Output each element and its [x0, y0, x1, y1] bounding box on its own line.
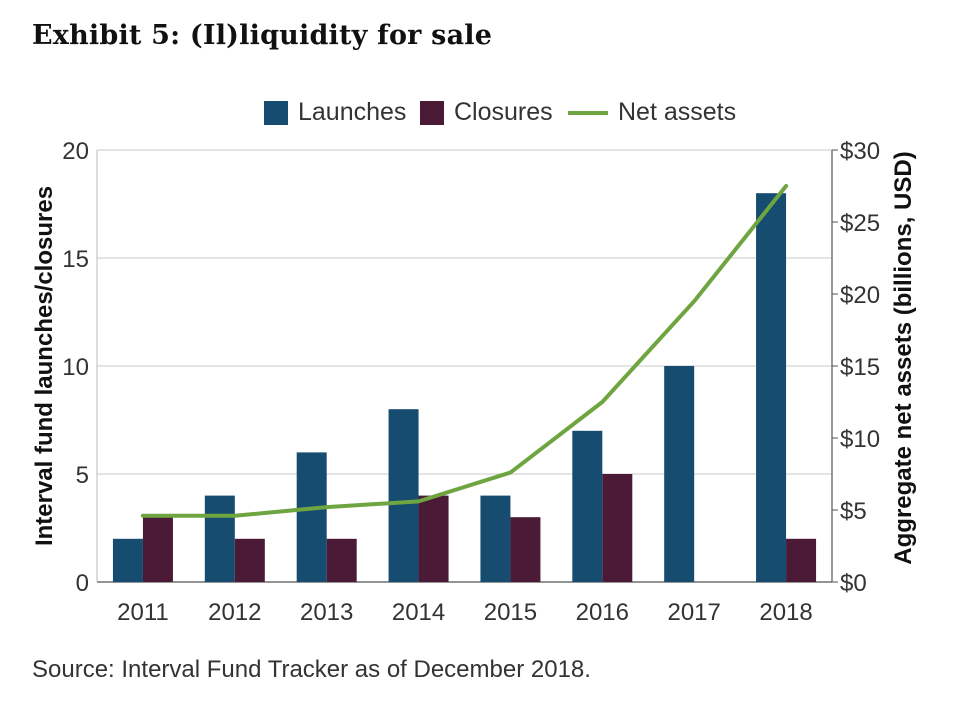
- bar-closures: [326, 538, 357, 582]
- x-tick-label: 2018: [759, 599, 812, 626]
- bar-launches: [204, 495, 235, 582]
- bar-launches: [112, 538, 143, 582]
- y-axis-label: Interval fund launches/closures: [31, 186, 58, 546]
- x-tick-label: 2015: [484, 599, 537, 626]
- y2-tick-label: $30: [840, 138, 880, 165]
- legend-label-launches: Launches: [298, 98, 407, 126]
- legend-item-closures: Closures: [420, 98, 553, 127]
- bar-launches: [388, 409, 419, 582]
- chart-title: Exhibit 5: (Il)liquidity for sale: [32, 20, 493, 51]
- legend-label-net-assets: Net assets: [618, 98, 737, 126]
- bar-launches: [756, 193, 787, 582]
- source-note: Source: Interval Fund Tracker as of Dece…: [32, 656, 591, 683]
- y2-tick-label: $25: [840, 210, 880, 237]
- y2-tick-label: $15: [840, 354, 880, 381]
- bar-launches: [664, 366, 695, 582]
- y-tick-label: 0: [76, 570, 89, 597]
- bar-closures: [786, 538, 817, 582]
- x-tick-label: 2014: [392, 599, 445, 626]
- y2-tick-label: $10: [840, 426, 880, 453]
- x-tick-label: 2012: [208, 599, 261, 626]
- legend-item-launches: Launches: [264, 98, 406, 127]
- y2-axis-label: Aggregate net assets (billions, USD): [890, 151, 917, 564]
- y-tick-label: 20: [62, 138, 89, 165]
- bar-closures: [602, 474, 633, 582]
- bar-launches: [572, 430, 603, 582]
- legend-item-net-assets: Net assets: [568, 98, 736, 127]
- legend-swatch-net-assets: [568, 110, 608, 115]
- legend: Launches Closures Net assets: [0, 98, 976, 132]
- bar-launches: [480, 495, 511, 582]
- legend-swatch-launches: [264, 100, 288, 125]
- bar-closures: [142, 517, 173, 582]
- y-tick-label: 10: [62, 354, 89, 381]
- bar-launches: [296, 452, 327, 582]
- legend-label-closures: Closures: [454, 98, 553, 126]
- y2-tick-label: $5: [840, 498, 867, 525]
- bar-closures: [234, 538, 265, 582]
- legend-swatch-closures: [420, 100, 444, 125]
- x-tick-label: 2017: [667, 599, 720, 626]
- x-tick-label: 2011: [117, 599, 169, 626]
- net-assets-line: [140, 184, 789, 518]
- bar-closures: [510, 517, 541, 582]
- bar-closures: [418, 495, 449, 582]
- y-tick-label: 15: [62, 246, 89, 273]
- y-tick-label: 5: [76, 462, 89, 489]
- y2-tick-label: $20: [840, 282, 880, 309]
- y2-tick-label: $0: [840, 570, 867, 597]
- x-tick-label: 2016: [576, 599, 629, 626]
- x-tick-label: 2013: [300, 599, 353, 626]
